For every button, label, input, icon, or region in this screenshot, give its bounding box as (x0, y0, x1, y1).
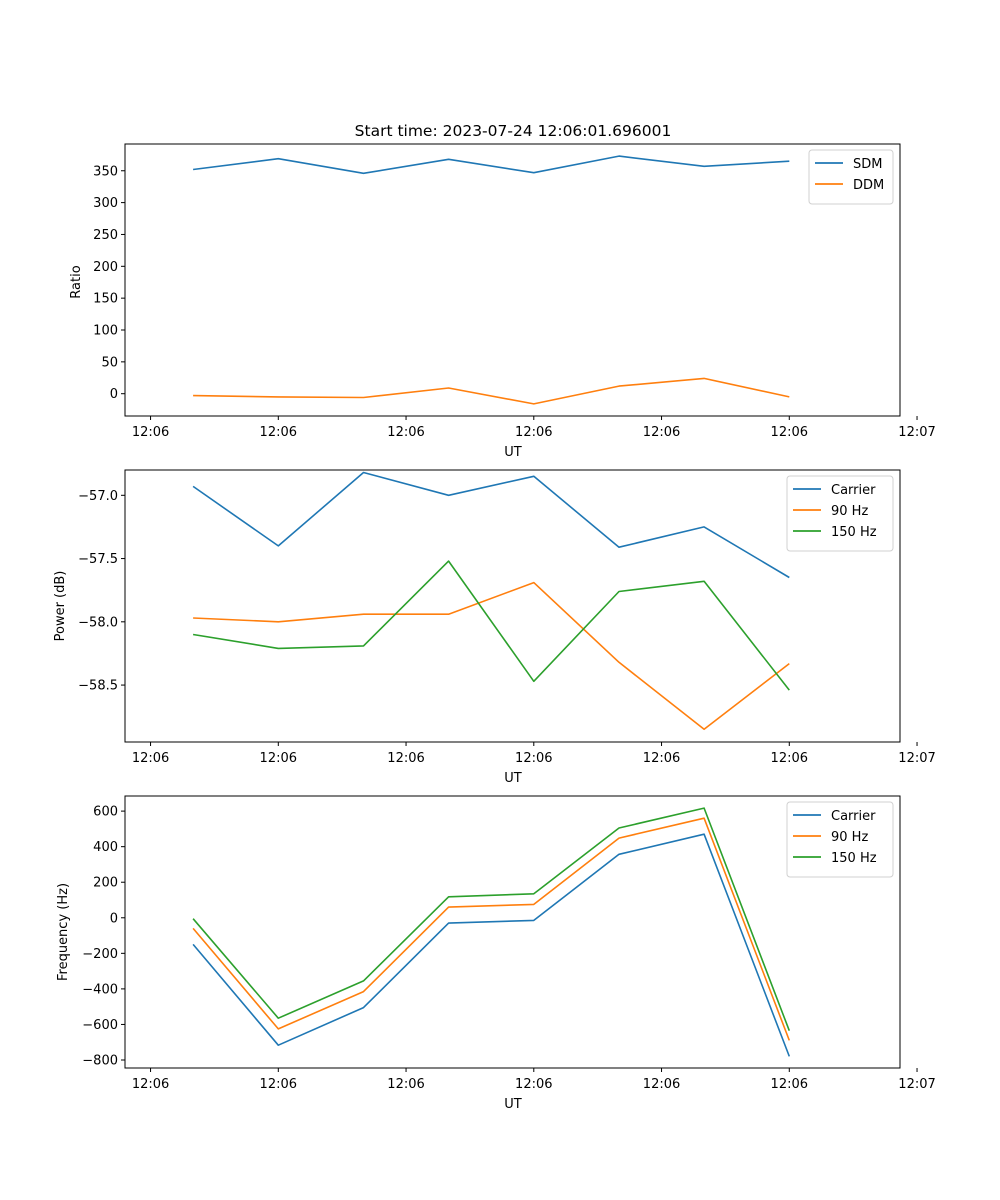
y-tick-label: 250 (93, 228, 118, 243)
x-tick-label: 12:06 (387, 1077, 424, 1092)
legend-label: 150 Hz (831, 851, 877, 866)
x-tick-label: 12:06 (643, 425, 680, 440)
x-axis-label: UT (504, 1097, 522, 1112)
x-tick-label: 12:06 (771, 751, 808, 766)
x-tick-label: 12:06 (643, 1077, 680, 1092)
legend-label: Carrier (831, 809, 876, 824)
legend-box (786, 475, 894, 552)
y-tick-label: 300 (93, 196, 118, 211)
x-axis-label: UT (504, 771, 522, 786)
y-tick-label: −58.0 (78, 615, 118, 630)
y-tick-label: 100 (93, 324, 118, 339)
x-tick-label: 12:07 (898, 1077, 935, 1092)
x-tick-label: 12:06 (260, 1077, 297, 1092)
x-tick-label: 12:06 (643, 751, 680, 766)
series-line-90-hz (193, 581, 790, 731)
x-tick-label: 12:06 (387, 425, 424, 440)
plot-frame (124, 469, 901, 743)
y-tick-label: −58.5 (78, 679, 118, 694)
x-tick-label: 12:06 (260, 751, 297, 766)
legend: Carrier 90 Hz 150 Hz (786, 475, 894, 552)
y-tick-label: 600 (93, 805, 118, 820)
x-tick-label: 12:06 (132, 1077, 169, 1092)
x-tick-label: 12:06 (132, 751, 169, 766)
series-line-150-hz (192, 560, 790, 691)
x-tick-label: 12:07 (898, 751, 935, 766)
y-tick-label: 0 (110, 387, 118, 402)
x-tick-label: 12:06 (515, 425, 552, 440)
legend-label: DDM (853, 178, 884, 193)
x-tick-label: 12:06 (387, 751, 424, 766)
legend: SDM DDM (808, 149, 894, 205)
y-tick-label: 0 (110, 911, 118, 926)
y-tick-label: 400 (93, 840, 118, 855)
plot-frame (124, 143, 901, 417)
x-tick-label: 12:06 (515, 1077, 552, 1092)
y-axis-label: Frequency (Hz) (56, 883, 71, 981)
x-tick-label: 12:06 (771, 425, 808, 440)
chart-title: Start time: 2023-07-24 12:06:01.696001 (355, 122, 672, 140)
legend-label: 90 Hz (831, 504, 868, 519)
series-line-150-hz (192, 807, 791, 1031)
ratio-panel: Start time: 2023-07-24 12:06:01.696001 U… (69, 122, 936, 460)
y-tick-label: −200 (82, 947, 118, 962)
legend-box (786, 801, 894, 878)
y-tick-label: 200 (93, 260, 118, 275)
y-tick-label: 350 (93, 164, 118, 179)
y-tick-label: −400 (82, 982, 118, 997)
y-tick-label: −600 (82, 1018, 118, 1033)
y-tick-label: 150 (93, 292, 118, 307)
legend-label: 90 Hz (831, 830, 868, 845)
y-axis-label: Ratio (69, 265, 84, 298)
x-tick-label: 12:07 (898, 425, 935, 440)
x-tick-label: 12:06 (771, 1077, 808, 1092)
plot-frame (124, 795, 901, 1069)
y-tick-label: −57.5 (78, 552, 118, 567)
y-tick-label: −800 (82, 1054, 118, 1069)
y-axis-label: Power (dB) (53, 571, 68, 642)
y-tick-label: 50 (101, 355, 118, 370)
series-line-sdm (192, 155, 790, 175)
series-line-carrier (192, 471, 790, 579)
series-line-carrier (192, 833, 791, 1057)
power-panel: UT Power (dB) 12:06 12:06 12:06 12:06 12:06 1… (53, 469, 936, 786)
legend-label: SDM (853, 157, 882, 172)
x-tick-label: 12:06 (260, 425, 297, 440)
legend-label: Carrier (831, 483, 876, 498)
series-line-90-hz (192, 817, 791, 1041)
x-axis-label: UT (504, 445, 522, 460)
y-tick-label: −57.0 (78, 489, 118, 504)
x-tick-label: 12:06 (515, 751, 552, 766)
frequency-panel: UT Frequency (Hz) 12:06 12:06 12:06 12:06 12… (56, 795, 936, 1112)
x-tick-label: 12:06 (132, 425, 169, 440)
y-tick-label: 200 (93, 876, 118, 891)
legend: Carrier 90 Hz 150 Hz (786, 801, 894, 878)
series-line-ddm (193, 377, 790, 405)
legend-label: 150 Hz (831, 525, 877, 540)
